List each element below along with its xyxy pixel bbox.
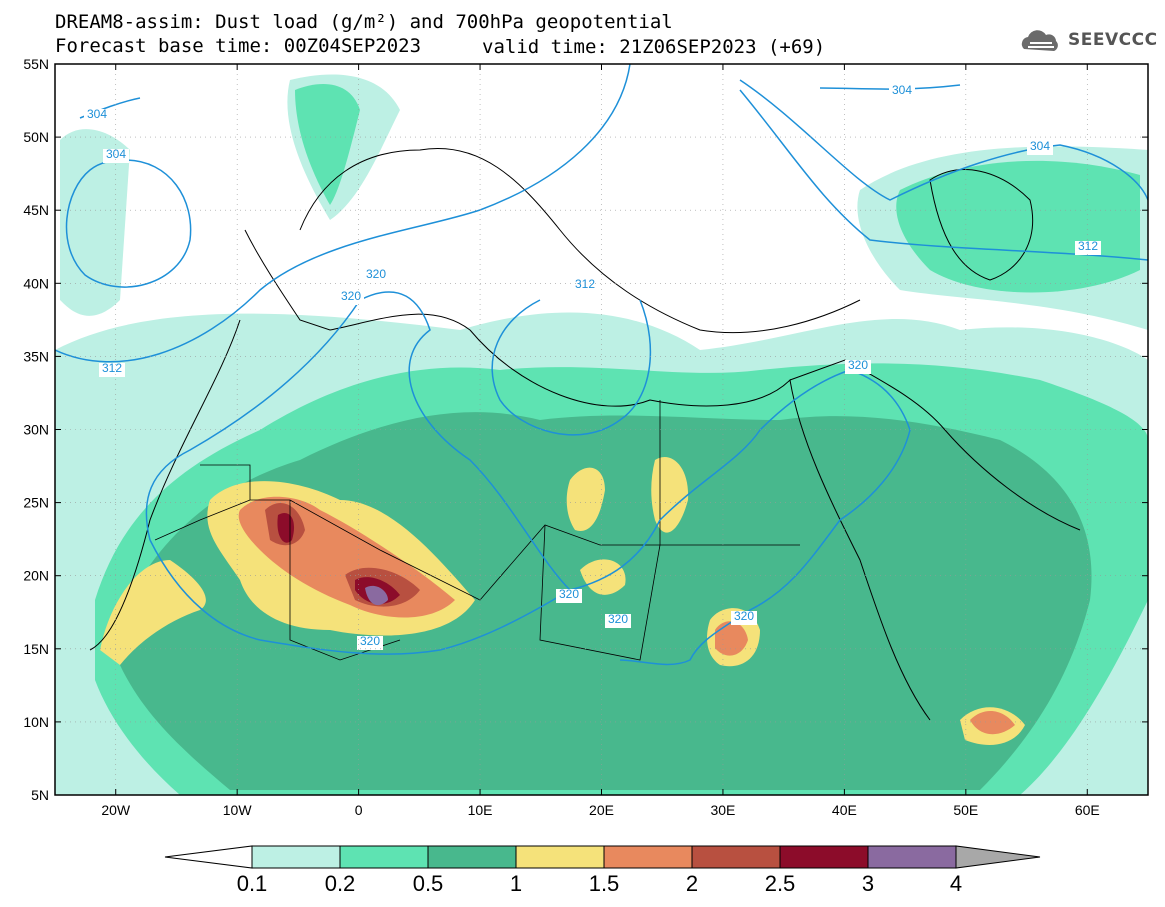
lon-label: 10E [468,802,493,818]
colorbar-swatch [515,845,605,869]
lon-label: 20E [589,802,614,818]
lon-label: 50E [953,802,978,818]
contour-label: 320 [366,267,386,281]
coastlines [89,148,1081,721]
contour-label: 304 [892,83,912,97]
contour-label: 320 [848,358,868,372]
lon-label: 10W [223,802,253,818]
colorbar-label: 1.5 [589,871,620,896]
colorbar-label: 0.2 [325,871,356,896]
lat-label: 45N [23,202,49,218]
contour-label: 304 [106,147,126,161]
lat-label: 10N [23,714,49,730]
lon-label: 30E [710,802,735,818]
colorbar-swatch [779,845,869,869]
colorbar-label: 0.1 [237,871,268,896]
contour-304-circle [65,159,192,288]
forecast-base-time: Forecast base time: 00Z04SEP2023 [55,35,422,57]
contour-304-east [739,79,1148,201]
dust-fields [55,74,1148,795]
logo-text: SEEVCCC [1068,30,1158,50]
lon-label: 20W [101,802,131,818]
contour-label-group: 304 304 304 304 312 312 312 320 320 320 … [84,83,1101,650]
contour-label: 320 [608,612,628,626]
lon-label: 0 [355,802,363,818]
colorbar-swatch [251,845,341,869]
map-title: DREAM8-assim: Dust load (g/m²) and 700hP… [55,11,673,33]
lat-label: 35N [23,348,49,364]
contour-312 [55,64,1148,436]
colorbar-swatch [867,845,957,869]
latitude-labels: 55N 50N 45N 40N 35N 30N 25N 20N 15N 10N 5N [23,56,49,803]
lat-label: 30N [23,422,49,438]
lat-label: 5N [31,787,49,803]
lat-label: 20N [23,568,49,584]
colorbar-swatch [603,845,693,869]
dust-area-1-libya [566,456,689,595]
contour-label: 312 [575,277,595,291]
colorbar-label: 4 [950,871,962,896]
dust-area-0-2-caspian [896,160,1140,293]
contour-label: 304 [1030,139,1050,153]
colorbar: 0.1 0.2 0.5 1 1.5 2 2.5 3 4 [164,845,1041,896]
graticule [55,64,1148,795]
dust-area-3 [277,512,400,605]
colorbar-swatch [691,845,781,869]
contour-label: 304 [87,107,107,121]
lat-label: 40N [23,275,49,291]
colorbar-swatch [427,845,517,869]
lat-label: 55N [23,56,49,72]
lon-label: 60E [1075,802,1100,818]
colorbar-over-arrow [955,845,1041,869]
contour-320 [145,291,911,666]
contour-label: 320 [559,587,579,601]
contour-label: 320 [734,609,754,623]
cloud-logo-icon [1021,30,1058,51]
lat-label: 15N [23,641,49,657]
lon-label: 40E [832,802,857,818]
colorbar-swatch [339,845,429,869]
lat-label: 50N [23,129,49,145]
lat-label: 25N [23,495,49,511]
valid-time: valid time: 21Z06SEP2023 (+69) [482,36,826,58]
dust-area-1-5-east [715,621,1015,735]
colorbar-label: 2 [686,871,698,896]
contour-304-top [819,84,961,90]
dust-area-0-2-europe [295,84,360,205]
contour-label: 312 [102,361,122,375]
contour-label: 320 [341,289,361,303]
contour-label: 312 [1078,239,1098,253]
axis-ticks [55,63,1148,796]
geopotential-contours [55,64,1148,666]
dust-area-4 [365,585,388,606]
longitude-labels: 20W 10W 0 10E 20E 30E 40E 50E 60E [101,802,1099,818]
colorbar-label: 2.5 [765,871,796,896]
colorbar-label: 1 [510,871,522,896]
colorbar-label: 0.5 [413,871,444,896]
colorbar-label: 3 [862,871,874,896]
contour-label: 320 [360,634,380,648]
colorbar-under-arrow [164,845,253,869]
